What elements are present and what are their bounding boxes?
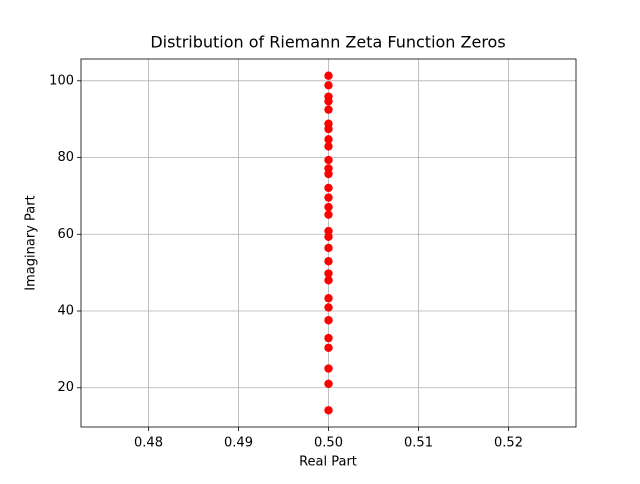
point [324,193,333,202]
point [324,210,333,219]
point [324,81,333,90]
point [324,164,333,173]
y-axis-label: Imaginary Part [24,195,39,290]
x-axis-label: Real Part [299,455,357,470]
x-tick-label: 0.48 [134,436,163,451]
x-tick-label: 0.51 [404,436,433,451]
point [324,406,333,415]
x-tick-label: 0.50 [314,436,343,451]
point [324,155,333,165]
point [324,316,333,325]
point [324,92,333,101]
point [324,243,333,253]
point [324,269,333,278]
point [324,142,333,151]
point [324,303,333,312]
point [324,71,333,80]
point [324,226,333,236]
point [324,333,333,343]
point [324,276,333,285]
point [324,257,333,266]
point [324,183,333,193]
x-tick-label: 0.49 [224,436,253,451]
point [324,379,333,389]
y-tick-label: 100 [49,73,74,88]
point [324,119,333,128]
point [324,202,333,212]
chart-title: Distribution of Riemann Zeta Function Ze… [150,33,505,52]
point [324,135,333,144]
y-tick-label: 80 [57,150,74,165]
point [324,364,333,373]
point [324,343,333,352]
point [324,105,333,114]
x-tick-label: 0.52 [494,436,523,451]
plot-frame [80,58,577,428]
point [324,294,333,303]
y-tick-label: 60 [57,227,74,242]
y-tick-label: 40 [57,304,74,319]
y-tick-label: 20 [57,380,74,395]
